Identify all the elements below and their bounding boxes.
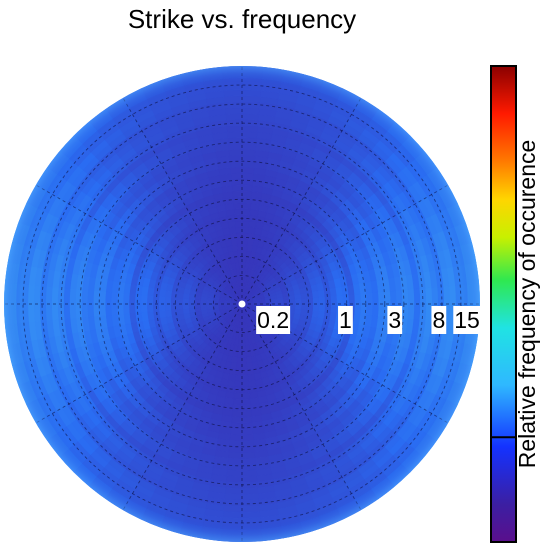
radial-tick-label-bg bbox=[256, 306, 291, 334]
center-marker bbox=[238, 300, 246, 308]
radial-tick-label: 8 bbox=[432, 307, 445, 333]
radial-tick-label-bg bbox=[338, 306, 353, 334]
radial-tick-label-bg bbox=[453, 306, 481, 334]
radial-tick-label-bg bbox=[387, 306, 403, 334]
radial-tick-label: 1 bbox=[339, 307, 352, 333]
radial-tick-label: 0.2 bbox=[257, 307, 289, 333]
colorbar-gradient bbox=[490, 65, 517, 543]
radial-tick-label-bg bbox=[431, 306, 447, 334]
colorbar-label: Relative frequency of occurence bbox=[514, 140, 540, 469]
radial-tick-label: 3 bbox=[388, 307, 401, 333]
radial-tick-label: 15 bbox=[454, 307, 480, 333]
chart-title: Strike vs. frequency bbox=[127, 4, 357, 34]
colorbar: Relative frequency of occurence bbox=[490, 65, 540, 543]
radial-tick-labels: 0.2 1 3 8 15 bbox=[256, 306, 481, 334]
